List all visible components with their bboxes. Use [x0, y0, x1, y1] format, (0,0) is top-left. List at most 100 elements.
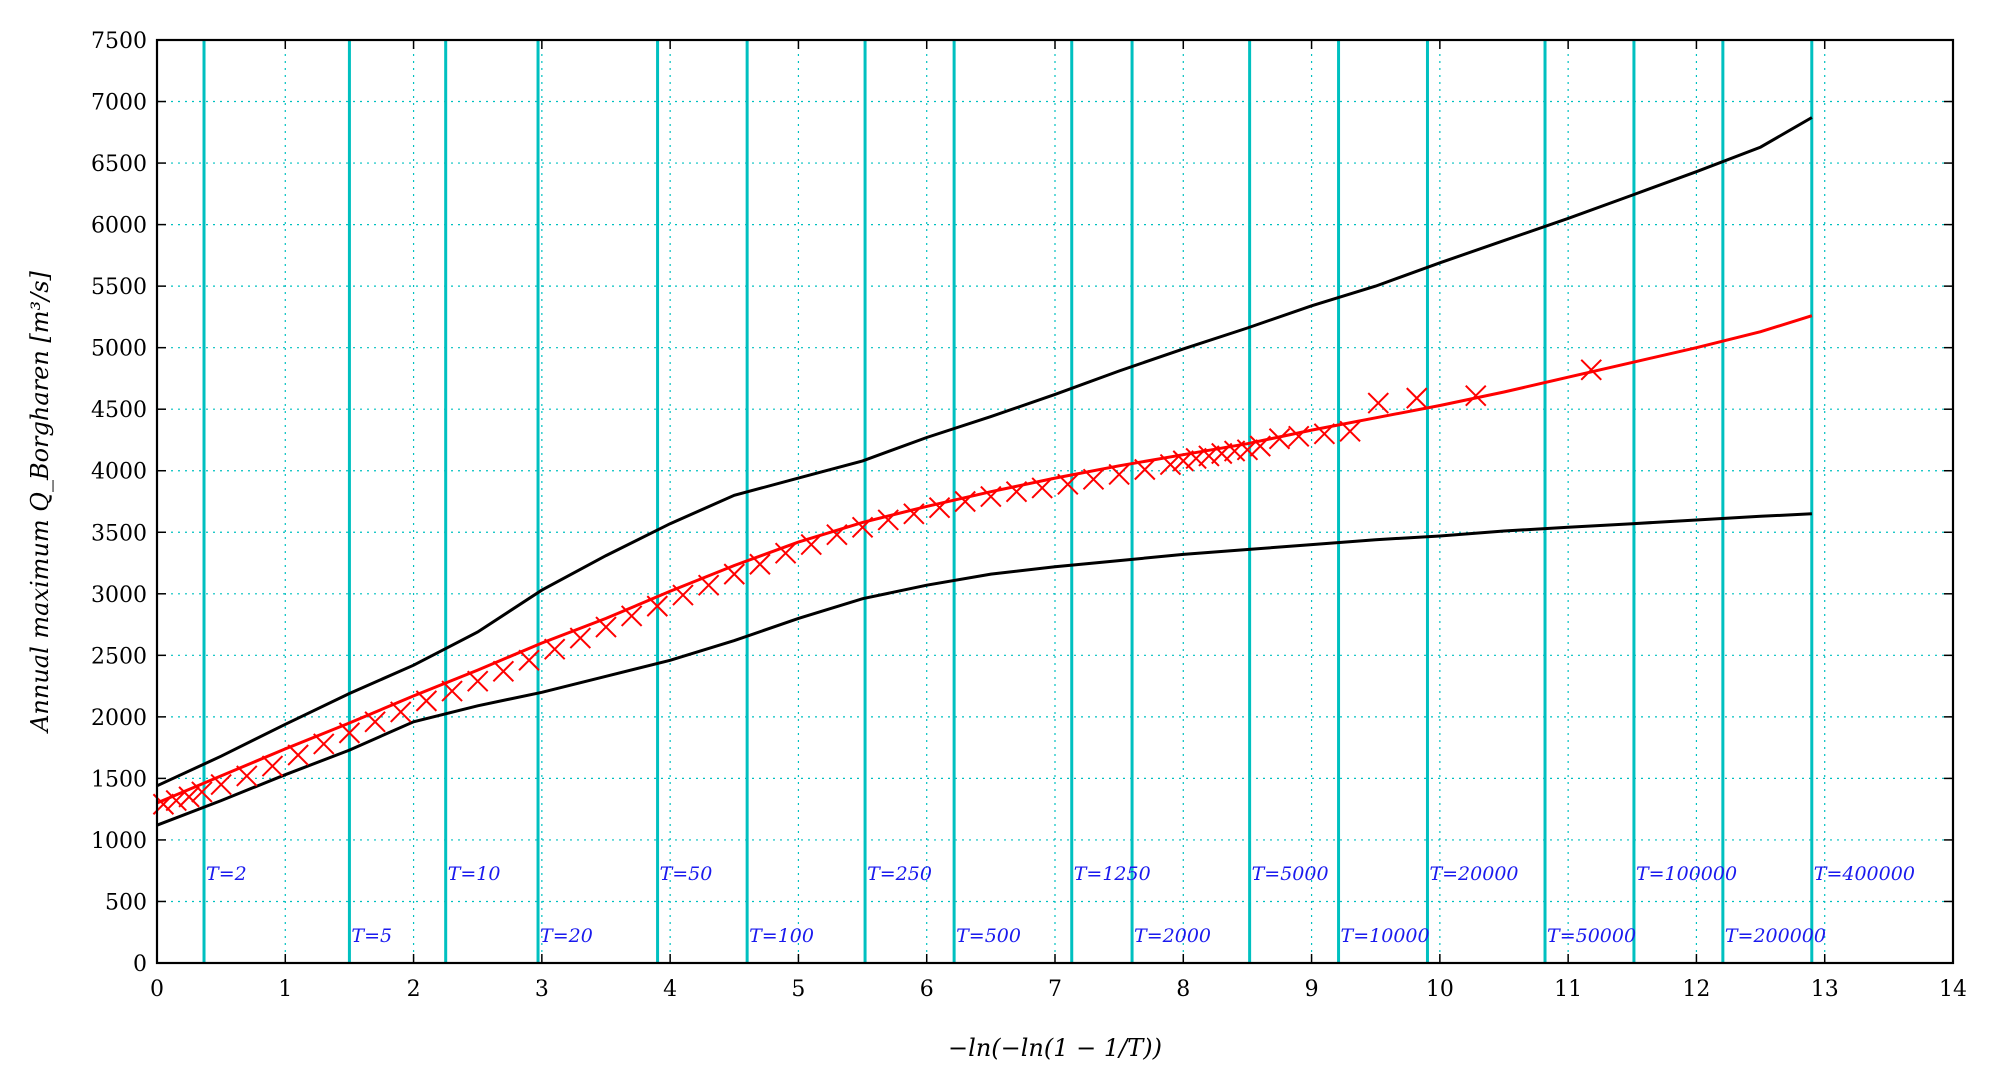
x-tick-label: 13 — [1811, 977, 1839, 1002]
return-period-label: T=100000 — [1636, 863, 1737, 885]
observed-marker — [1580, 359, 1602, 381]
x-tick-label: 5 — [791, 977, 805, 1002]
observed-marker — [595, 616, 617, 638]
x-tick-label: 1 — [278, 977, 292, 1002]
observed-marker — [1339, 420, 1361, 443]
x-tick-label: 6 — [920, 977, 934, 1002]
observed-marker — [543, 638, 566, 660]
x-tick-label: 0 — [150, 977, 164, 1002]
x-tick-label: 8 — [1176, 977, 1190, 1002]
observed-marker — [165, 789, 187, 812]
observed-marker — [1288, 425, 1310, 447]
observed-marker — [749, 553, 771, 575]
y-tick-label: 7500 — [91, 29, 147, 54]
y-tick-label: 1000 — [91, 829, 147, 854]
y-tick-label: 6000 — [91, 214, 147, 239]
y-tick-label: 4500 — [91, 398, 147, 423]
observed-marker — [1198, 445, 1220, 467]
observed-marker — [1172, 450, 1194, 472]
observed-marker — [1005, 480, 1028, 503]
observed-marker — [210, 773, 232, 796]
observed-marker — [569, 627, 592, 649]
x-tick-label: 11 — [1554, 977, 1582, 1002]
observed-marker — [1268, 428, 1291, 450]
observed-marker — [338, 722, 361, 744]
observed-marker — [1057, 473, 1079, 495]
observed-marker — [1108, 463, 1130, 486]
observed-marker — [518, 649, 540, 671]
observed-marker — [672, 584, 694, 606]
observed-marker — [954, 490, 976, 513]
x-tick-label: 14 — [1939, 977, 1967, 1002]
upper-bound-line — [156, 116, 1813, 788]
return-period-label: T=20000 — [1429, 863, 1518, 885]
axis-ticks — [156, 39, 1954, 964]
observed-marker — [800, 533, 822, 556]
return-period-label: T=100 — [749, 925, 814, 947]
observed-marker — [980, 485, 1002, 508]
observed-marker — [928, 496, 951, 519]
return-period-label: T=2000 — [1134, 925, 1211, 947]
return-period-label: T=10000 — [1341, 925, 1430, 947]
observed-marker — [1465, 384, 1487, 407]
observed-marker — [415, 690, 438, 712]
x-tick-label: 3 — [535, 977, 549, 1002]
y-tick-label: 0 — [133, 952, 147, 977]
x-tick-label: 10 — [1426, 977, 1454, 1002]
x-tick-label: 4 — [663, 977, 677, 1002]
data-series — [152, 116, 1813, 827]
x-tick-label: 12 — [1682, 977, 1710, 1002]
observed-marker — [1313, 423, 1336, 445]
y-tick-label: 3000 — [91, 583, 147, 608]
observed-marker — [1031, 477, 1053, 499]
y-tick-label: 3500 — [91, 521, 147, 546]
x-tick-label: 9 — [1305, 977, 1319, 1002]
y-tick-label: 2000 — [91, 706, 147, 731]
observed-marker — [877, 509, 899, 531]
observed-marker — [441, 680, 463, 702]
y-tick-label: 2500 — [91, 644, 147, 669]
observed-marker — [903, 503, 925, 525]
y-tick-label: 5500 — [91, 275, 147, 300]
observed-marker — [1159, 453, 1182, 476]
return-period-labels: T=2 T=5 T=10 T=20 T=50 T=100 T=250 T=500 T=1250 T… — [206, 863, 1915, 947]
observed-marker — [261, 755, 284, 777]
observed-marker — [723, 563, 745, 585]
observed-marker — [1249, 435, 1271, 457]
observed-marker — [313, 733, 335, 755]
observed-marker — [774, 542, 797, 564]
return-period-label: T=5 — [351, 925, 392, 947]
observed-marker — [697, 574, 720, 596]
y-tick-label: 4000 — [91, 460, 147, 485]
y-tick-label: 5000 — [91, 337, 147, 362]
observed-marker — [646, 595, 669, 617]
observed-marker — [620, 605, 643, 627]
y-tick-label: 7000 — [91, 91, 147, 116]
observed-marker — [236, 765, 258, 787]
x-tick-labels: 0 1 2 3 4 5 6 7 8 9 10 11 12 13 14 — [150, 977, 1967, 1002]
observed-marker — [287, 744, 309, 766]
return-period-label: T=1250 — [1074, 863, 1151, 885]
return-period-label: T=2 — [206, 863, 247, 885]
observed-marker — [1082, 468, 1105, 491]
observed-marker — [191, 781, 213, 803]
y-tick-label: 6500 — [91, 152, 147, 177]
observed-marker — [178, 786, 200, 808]
x-tick-label: 7 — [1048, 977, 1062, 1002]
observed-marker — [492, 660, 515, 683]
observed-marker — [1134, 458, 1156, 481]
return-period-label: T=200000 — [1725, 925, 1826, 947]
x-tick-label: 2 — [407, 977, 421, 1002]
grid-lines — [156, 39, 1954, 964]
y-tick-label: 500 — [105, 890, 147, 915]
observed-marker — [1406, 387, 1428, 409]
observed-marker — [364, 711, 386, 733]
y-tick-label: 1500 — [91, 767, 147, 792]
return-period-label: T=50000 — [1547, 925, 1636, 947]
lower-bound-line — [156, 512, 1812, 827]
return-period-label: T=50 — [660, 863, 713, 885]
return-period-label: T=250 — [867, 863, 932, 885]
observed-marker — [1367, 392, 1389, 414]
return-period-label: T=10 — [448, 863, 501, 885]
return-period-label: T=500 — [956, 925, 1021, 947]
